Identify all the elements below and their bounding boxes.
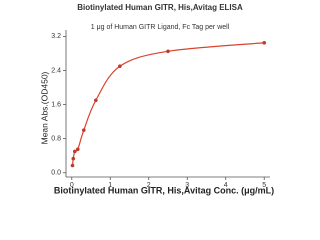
chart: Biotinylated Human GITR, His,Avitag ELIS…: [39, 3, 274, 195]
x-tick-label: 0: [70, 182, 74, 189]
data-point: [75, 147, 80, 152]
data-point: [118, 64, 122, 69]
y-tick-label: 0.8: [51, 135, 61, 142]
data-point: [70, 163, 75, 168]
data-point: [262, 40, 267, 45]
y-tick-label: 3.2: [51, 33, 61, 40]
x-tick-label: 3: [185, 182, 189, 189]
x-tick-label: 1: [108, 182, 112, 189]
data-point: [166, 49, 170, 54]
y-tick-label: 0.0: [51, 170, 61, 177]
chart-subtitle: 1 μg of Human GITR Ligand, Fc Tag per we…: [91, 24, 230, 31]
chart-title: Biotinylated Human GITR, His,Avitag ELIS…: [77, 3, 243, 12]
data-point: [71, 156, 76, 161]
fit-curve: [71, 42, 265, 166]
y-axis-label: Mean Abs.(OD450): [39, 71, 49, 144]
x-tick-label: 2: [147, 182, 151, 189]
x-tick-label: 5: [262, 182, 266, 189]
data-point: [72, 149, 77, 154]
y-tick-label: 2.4: [51, 67, 61, 74]
x-tick-label: 4: [224, 182, 228, 189]
x-axis-label: Biotinylated Human GITR, His,Avitag Conc…: [54, 185, 274, 195]
data-point: [82, 128, 86, 132]
y-tick-label: 1.6: [51, 101, 61, 108]
data-point: [94, 98, 98, 103]
